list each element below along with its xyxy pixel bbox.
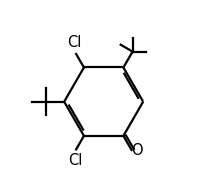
Text: Cl: Cl	[68, 153, 83, 168]
Text: O: O	[131, 144, 143, 159]
Text: Cl: Cl	[67, 35, 81, 50]
